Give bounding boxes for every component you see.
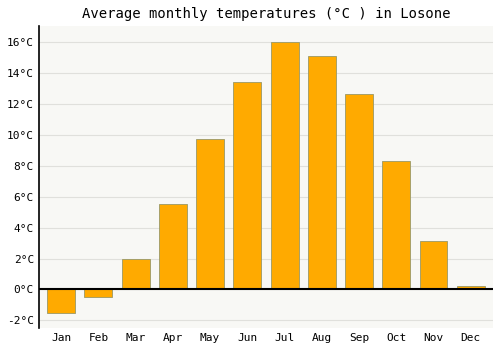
Bar	[47, 289, 75, 313]
Bar	[345, 94, 373, 289]
Bar	[196, 139, 224, 289]
Bar	[84, 289, 112, 297]
Bar	[122, 259, 150, 289]
Bar	[457, 286, 484, 289]
Bar	[382, 161, 410, 289]
Bar	[420, 241, 448, 289]
Title: Average monthly temperatures (°C ) in Losone: Average monthly temperatures (°C ) in Lo…	[82, 7, 450, 21]
Bar	[270, 42, 298, 289]
Bar	[234, 82, 262, 289]
Bar	[159, 204, 187, 289]
Bar	[308, 56, 336, 289]
